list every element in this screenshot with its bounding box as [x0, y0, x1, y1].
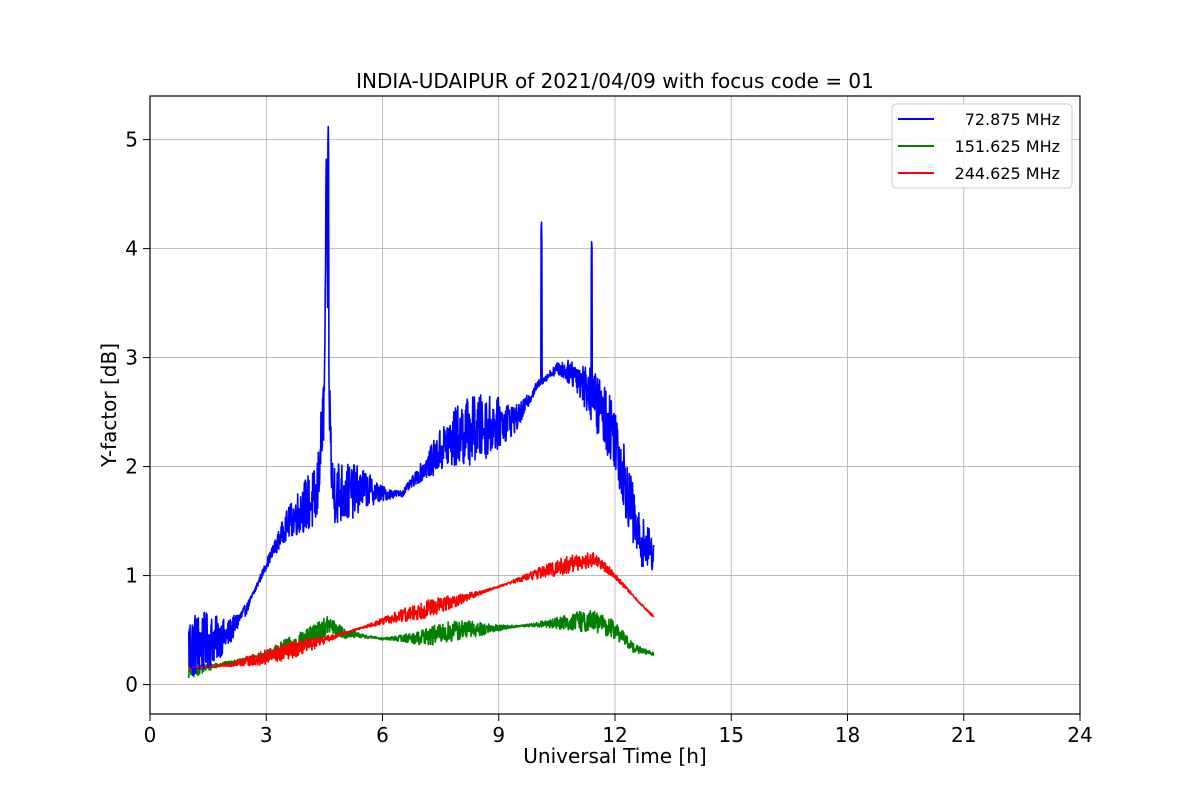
- x-axis-title: Universal Time [h]: [523, 744, 706, 768]
- x-tick-label: 24: [1067, 723, 1092, 747]
- series-line: [187, 125, 655, 677]
- x-tick-label: 12: [602, 723, 627, 747]
- y-tick-label: 5: [125, 128, 138, 152]
- x-tick-label: 0: [144, 723, 157, 747]
- series-layer: [187, 125, 655, 679]
- x-tick-label: 15: [719, 723, 744, 747]
- legend-box: [891, 103, 1073, 189]
- x-tick-label: 3: [260, 723, 273, 747]
- legend-label: 151.625 MHz: [955, 137, 1060, 156]
- y-tick-label: 0: [125, 673, 138, 697]
- series-line: [188, 552, 655, 672]
- x-tick-label: 21: [951, 723, 976, 747]
- legend-label: 244.625 MHz: [955, 164, 1060, 183]
- y-tick-label: 4: [125, 237, 138, 261]
- y-axis-title: Y-factor [dB]: [97, 343, 121, 468]
- y-tick-label: 2: [125, 455, 138, 479]
- x-tick-label: 18: [835, 723, 860, 747]
- y-tick-label: 3: [125, 346, 138, 370]
- x-tick-label: 6: [376, 723, 389, 747]
- x-tick-label: 9: [492, 723, 505, 747]
- legend-label: 72.875 MHz: [965, 110, 1060, 129]
- chart-title: INDIA-UDAIPUR of 2021/04/09 with focus c…: [356, 69, 874, 93]
- y-tick-label: 1: [125, 564, 138, 588]
- legend: 72.875 MHz 151.625 MHz 244.625 MHz: [891, 103, 1073, 189]
